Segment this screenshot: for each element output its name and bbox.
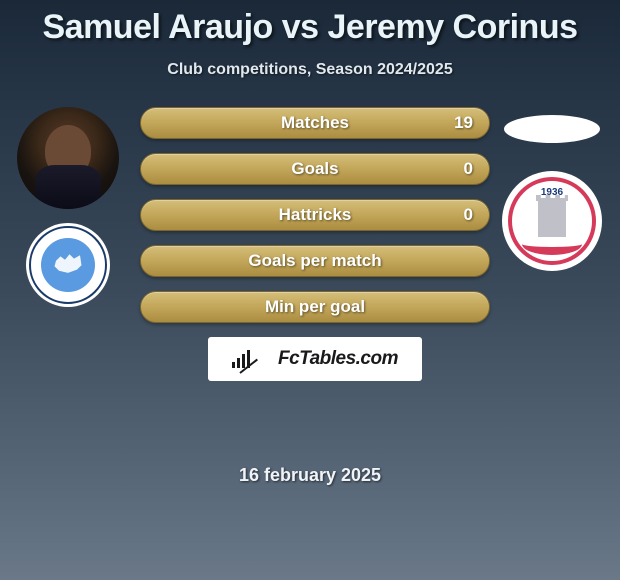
stat-value: 19 xyxy=(454,113,473,133)
stat-label: Goals per match xyxy=(248,251,381,271)
stat-bar-goals: Goals 0 xyxy=(140,153,490,185)
player-photo-left xyxy=(17,107,119,209)
club-badge-right: 1936 xyxy=(502,171,602,271)
stat-bars: Matches 19 Goals 0 Hattricks 0 Goals per… xyxy=(140,107,490,381)
date-label: 16 february 2025 xyxy=(0,465,620,486)
stat-value: 0 xyxy=(464,159,473,179)
source-logo: FcTables.com xyxy=(208,337,422,381)
stat-bar-min-per-goal: Min per goal xyxy=(140,291,490,323)
source-logo-text: FcTables.com xyxy=(278,348,398,370)
player-photo-right-placeholder xyxy=(504,115,600,143)
brand-prefix: Fc xyxy=(278,348,299,369)
left-player-column xyxy=(8,107,128,307)
stat-bar-matches: Matches 19 xyxy=(140,107,490,139)
subtitle: Club competitions, Season 2024/2025 xyxy=(0,61,620,79)
stat-label: Min per goal xyxy=(265,297,365,317)
stat-bar-hattricks: Hattricks 0 xyxy=(140,199,490,231)
stat-bar-goals-per-match: Goals per match xyxy=(140,245,490,277)
stat-label: Matches xyxy=(281,113,349,133)
stat-label: Goals xyxy=(291,159,338,179)
right-player-column: 1936 xyxy=(492,107,612,271)
chart-icon xyxy=(232,350,274,368)
stat-label: Hattricks xyxy=(279,205,352,225)
club-badge-left xyxy=(26,223,110,307)
brand-suffix: Tables.com xyxy=(299,348,398,369)
comparison-panel: 1936 Matches 19 Goals 0 Hattricks 0 Goal… xyxy=(0,107,620,447)
page-title: Samuel Araujo vs Jeremy Corinus xyxy=(0,0,620,47)
stat-value: 0 xyxy=(464,205,473,225)
